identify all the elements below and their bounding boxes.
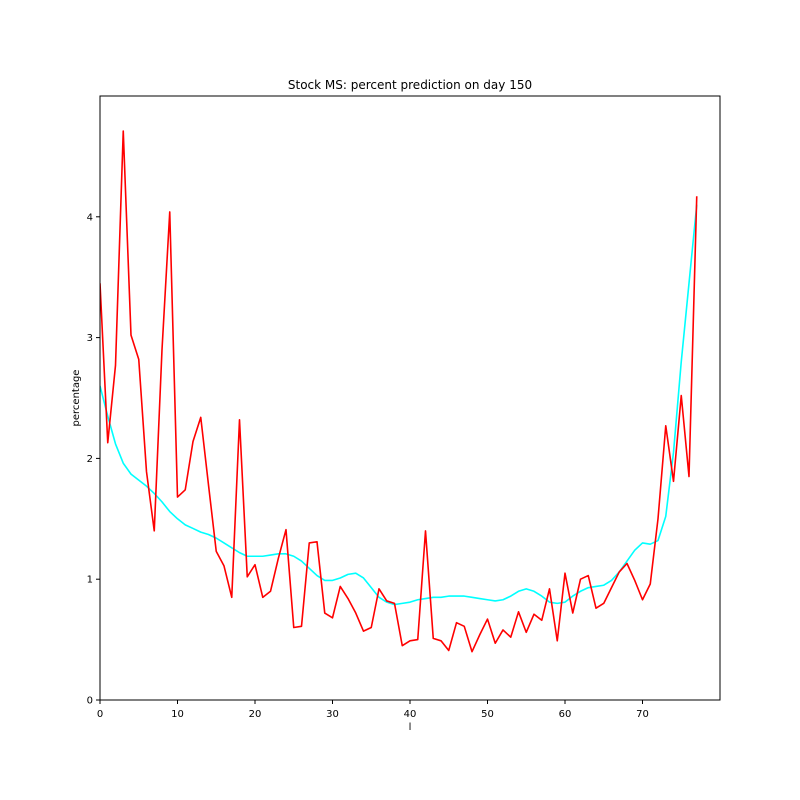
plot-area [100,130,698,653]
x-axis: 0 10 20 30 40 50 60 70 [97,700,649,720]
y-axis-label: percentage [71,370,82,427]
x-axis-label: l [409,722,412,733]
x-tick-label: 10 [171,709,184,720]
y-tick-label: 1 [87,575,93,586]
series-line-0 [100,130,698,653]
axes-frame [99,95,721,701]
x-tick-label: 0 [97,709,103,720]
x-tick-label: 40 [404,709,417,720]
series-line-1 [100,204,698,606]
x-tick-label: 70 [636,709,649,720]
x-tick-label: 20 [249,709,262,720]
y-axis: 0 1 2 3 4 [87,212,100,707]
y-tick-label: 4 [87,212,93,223]
x-tick-label: 30 [326,709,339,720]
y-tick-label: 0 [87,696,93,707]
y-tick-label: 3 [87,333,93,344]
x-tick-label: 60 [559,709,572,720]
y-tick-label: 2 [87,454,93,465]
x-tick-label: 50 [481,709,494,720]
chart-title: Stock MS: percent prediction on day 150 [288,78,532,92]
